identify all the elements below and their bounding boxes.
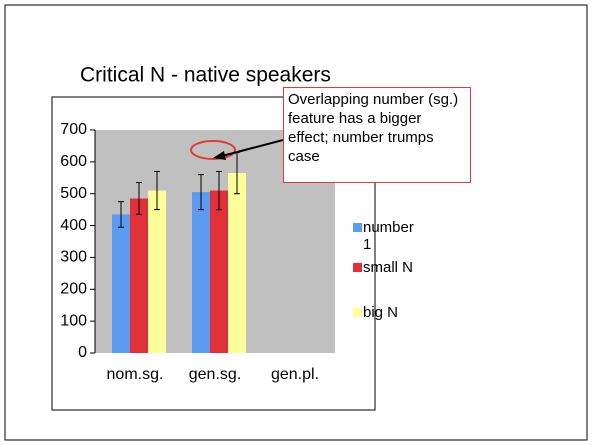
- error-bar: [118, 201, 124, 228]
- error-bar: [136, 182, 142, 215]
- legend-swatch: [353, 223, 362, 232]
- arrow-head: [213, 151, 226, 160]
- bar: [130, 198, 148, 353]
- arrow: [221, 139, 284, 157]
- legend-label: big N: [363, 304, 399, 321]
- bar: [148, 190, 166, 353]
- legend-swatch: [353, 308, 362, 317]
- highlight-ellipse: [190, 140, 236, 160]
- bar: [228, 173, 246, 353]
- bar: [112, 214, 130, 353]
- y-tick-label: 600: [60, 153, 87, 170]
- y-tick-label: 700: [60, 121, 87, 138]
- annotation: Overlapping number (sg.) feature has a b…: [283, 87, 471, 183]
- legend-label: number 1: [363, 219, 414, 253]
- y-tick-label: 100: [60, 312, 87, 329]
- bar: [192, 192, 210, 353]
- y-tick-label: 400: [60, 217, 87, 234]
- x-tick-label: gen.sg.: [189, 366, 241, 383]
- x-tick-label: nom.sg.: [107, 366, 164, 383]
- chart-title: Critical N - native speakers: [80, 64, 331, 87]
- y-tick-label: 0: [78, 344, 87, 361]
- legend-label: small N: [363, 259, 414, 276]
- error-bar: [154, 170, 160, 211]
- legend-swatch: [353, 263, 362, 272]
- y-tick-label: 200: [60, 281, 87, 298]
- error-bar: [216, 170, 222, 211]
- x-tick-label: gen.pl.: [271, 366, 319, 383]
- bar: [210, 190, 228, 353]
- y-tick-label: 500: [60, 185, 87, 202]
- error-bar: [198, 174, 204, 211]
- y-tick-label: 300: [60, 249, 87, 266]
